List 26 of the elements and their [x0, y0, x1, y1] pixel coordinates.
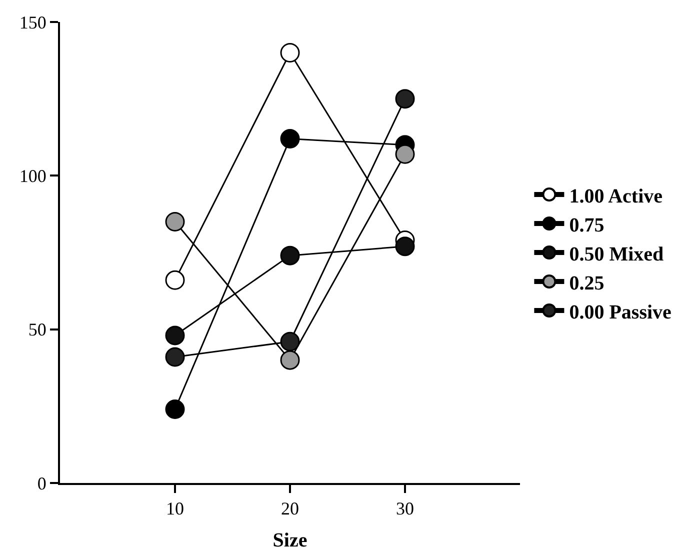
point [165, 326, 185, 346]
x-axis-title: Size [272, 530, 308, 552]
point [395, 144, 415, 164]
point [165, 399, 185, 419]
point [395, 89, 415, 109]
point [165, 212, 185, 232]
y-tick-label: 0 [37, 473, 46, 494]
point [165, 347, 185, 367]
point [280, 350, 300, 370]
y-tick-label: 150 [19, 12, 46, 32]
point [280, 129, 300, 149]
legend-label: 0.50 Mixed [569, 243, 664, 266]
y-tick-label: 100 [19, 166, 46, 186]
legend-label: 0.25 [569, 272, 604, 294]
point [395, 236, 415, 256]
legend-label: 0.75 [569, 214, 604, 236]
point [280, 332, 300, 352]
legend-label: 1.00 Active [569, 185, 663, 208]
x-tick-label: 10 [166, 498, 184, 519]
x-tick-label: 30 [396, 498, 414, 519]
legend-label: 0.00 Passive [569, 301, 672, 324]
y-tick-label: 50 [28, 320, 46, 340]
point [165, 270, 185, 290]
point [280, 246, 300, 266]
x-tick-label: 20 [281, 498, 299, 519]
point [280, 42, 300, 62]
